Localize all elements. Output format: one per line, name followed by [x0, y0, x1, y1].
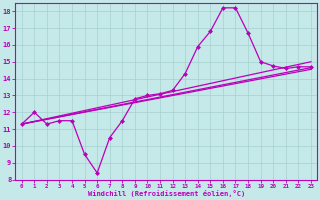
- X-axis label: Windchill (Refroidissement éolien,°C): Windchill (Refroidissement éolien,°C): [88, 190, 245, 197]
